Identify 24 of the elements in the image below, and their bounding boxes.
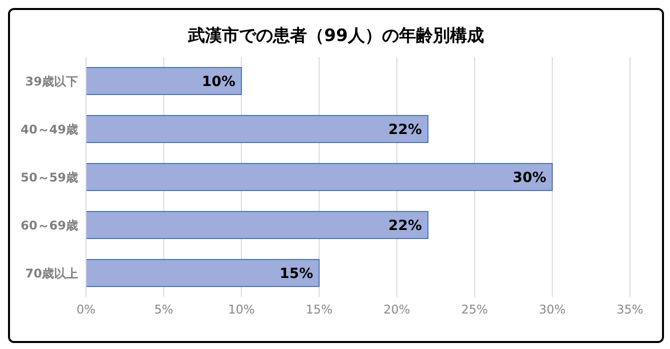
x-tick-label: 25% — [461, 302, 488, 317]
data-label: 10% — [202, 74, 236, 90]
y-tick-label: 50～59歳 — [20, 170, 78, 184]
y-tick-label: 70歳以上 — [25, 266, 78, 280]
data-label: 22% — [388, 122, 422, 138]
data-label: 30% — [512, 170, 546, 186]
y-tick-label: 60～69歳 — [20, 218, 78, 232]
x-tick-label: 0% — [76, 302, 96, 317]
bar — [86, 115, 428, 144]
y-tick-label: 40～49歳 — [20, 122, 78, 136]
x-tick-label: 30% — [538, 302, 566, 317]
bar — [86, 163, 553, 192]
x-tick-label: 35% — [616, 302, 644, 317]
data-label: 22% — [388, 218, 422, 234]
bar — [86, 211, 428, 240]
x-tick-label: 15% — [306, 302, 332, 317]
y-tick-label: 39歳以下 — [25, 74, 78, 88]
bar — [86, 67, 242, 96]
x-tick-label: 5% — [154, 302, 174, 317]
data-label: 15% — [280, 266, 314, 282]
x-tick-label: 10% — [228, 302, 255, 317]
chart-title: 武漢市での患者（99人）の年齢別構成 — [186, 25, 485, 47]
bar — [86, 259, 320, 288]
x-tick-label: 20% — [384, 302, 410, 317]
